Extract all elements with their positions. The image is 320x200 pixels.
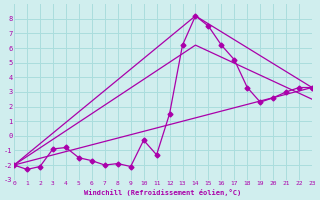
X-axis label: Windchill (Refroidissement éolien,°C): Windchill (Refroidissement éolien,°C) xyxy=(84,189,242,196)
